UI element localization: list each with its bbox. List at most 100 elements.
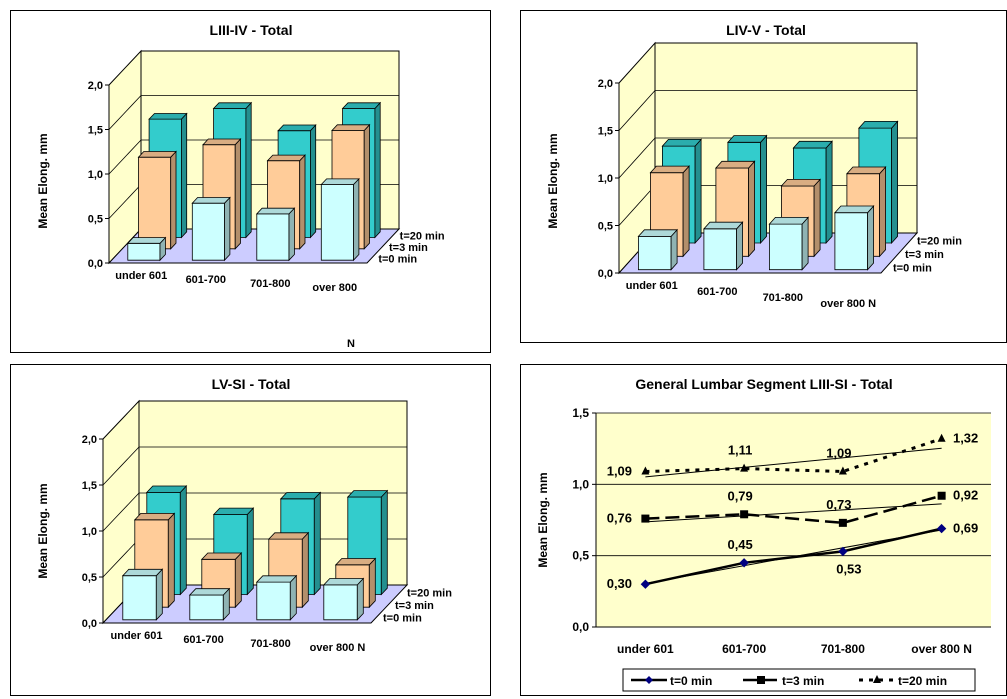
y-tick-label: 1,0 (598, 173, 613, 185)
bar-top (188, 588, 231, 596)
legend-label: t=20 min (898, 674, 947, 688)
data-label: 0,53 (836, 561, 861, 576)
legend-label: t=0 min (670, 674, 712, 688)
bar-front (191, 202, 225, 261)
y-tick-label: 0,5 (572, 549, 589, 563)
bar-front (189, 594, 224, 621)
series-depth-label: t=0 min (893, 262, 932, 274)
bar-side (368, 557, 376, 609)
chart-title: LIV-V - Total (726, 22, 806, 38)
y-tick-label: 2,0 (82, 434, 97, 446)
x-category-label: 601-700 (186, 274, 226, 286)
bar-top (202, 138, 242, 146)
data-point (740, 463, 749, 472)
data-label: 1,11 (728, 443, 753, 458)
bar-t-0-min-2 (255, 207, 296, 262)
bar-side (313, 491, 321, 596)
data-label: 1,32 (953, 431, 978, 446)
bar-front (122, 575, 157, 621)
chart-panel-liii-iv: LIII-IV - Total 0,0 0,5 1,0 1,5 2,0 Mean Elong… (10, 10, 491, 353)
chart-title: LV-SI - Total (212, 376, 291, 392)
data-point (641, 466, 650, 475)
y-tick-label: 0,5 (82, 572, 97, 584)
bar-t-0-min-3 (834, 204, 875, 271)
bar-t-0-min-1 (191, 196, 231, 262)
y-tick-label: 1,0 (82, 526, 97, 538)
bar-top (212, 507, 255, 515)
y-tick-label: 0,0 (598, 268, 613, 280)
data-point (838, 518, 847, 527)
bar-top (137, 151, 177, 158)
bar-side (682, 165, 690, 258)
x-category-label: under 601 (626, 280, 678, 292)
y-tick-label: 1,5 (82, 480, 97, 492)
bar-t-0-min-0 (121, 568, 164, 621)
bar-side (234, 551, 242, 609)
bar-front (834, 212, 869, 271)
x-category-label: 701-800 (250, 638, 290, 650)
bar-t-3-min-0 (137, 150, 177, 250)
series-depth-label: t=3 min (395, 600, 434, 612)
bar-side (167, 512, 175, 609)
bar-side (736, 221, 744, 271)
data-label: 0,30 (607, 576, 632, 591)
series-depth-label: t=20 min (917, 236, 962, 248)
bar-top (133, 512, 176, 521)
x-category-label: 601-700 (183, 634, 223, 646)
bar-side (879, 165, 887, 258)
data-point (937, 491, 946, 500)
data-point (838, 546, 848, 557)
bar-t-0-min-3 (320, 177, 360, 262)
bar-t-0-min-0 (637, 228, 679, 271)
chart-panel-general-lumbar: General Lumbar Segment LIII-SI - Total 0,… (520, 364, 1007, 696)
bar-t-0-min-1 (188, 587, 231, 621)
y-tick-label: 1,5 (598, 126, 613, 138)
data-point (641, 514, 650, 523)
bar-side (694, 138, 702, 245)
series-depth-label: t=3 min (905, 249, 944, 261)
bar-side (309, 123, 317, 239)
data-label: 0,79 (727, 488, 752, 503)
bar-side (224, 196, 231, 262)
chart-svg-general-lumbar: General Lumbar Segment LIII-SI - Total 0,… (536, 376, 991, 692)
bar-top (279, 492, 322, 500)
y-tick-label: 1,0 (572, 477, 589, 491)
data-label: 1,09 (826, 445, 851, 460)
y-axis-label: Mean Elong. mm (546, 133, 560, 228)
bar-top (846, 166, 887, 175)
bar-side (234, 137, 241, 250)
bar-side (299, 154, 306, 250)
bar-side (289, 574, 297, 621)
data-point (936, 523, 947, 534)
series-depth-label: t=20 min (407, 587, 452, 599)
bar-side (374, 101, 381, 239)
x-category-label: under 601 (115, 270, 167, 282)
bar-top (267, 532, 310, 540)
chart-title: LIII-IV - Total (210, 22, 293, 38)
legend-box (622, 668, 976, 692)
y-tick-label: 1,0 (88, 169, 103, 181)
legend-marker (757, 676, 765, 684)
bar-side (288, 207, 295, 262)
chart-svg-liv-v: LIV-V - Total 0,0 0,5 1,0 1,5 2,0 Mean Elong. … (546, 22, 962, 310)
bar-top (346, 490, 389, 498)
data-label: 0,92 (953, 488, 978, 503)
x-axis-label: N (347, 338, 355, 350)
bar-top (334, 558, 377, 566)
bar-front (256, 581, 291, 621)
series-depth-label: t=20 min (400, 231, 445, 243)
bar-side (760, 134, 768, 245)
bar-side (380, 489, 388, 596)
x-category-label: over 800 N (310, 642, 366, 654)
legend-marker (645, 676, 653, 684)
y-tick-label: 1,5 (88, 125, 103, 137)
bar-front (320, 184, 354, 261)
bar-top (255, 575, 298, 583)
bar-front (638, 235, 672, 271)
x-category-label: over 800 N (820, 298, 876, 310)
bar-t-0-min-2 (768, 216, 809, 271)
bar-side (891, 120, 899, 245)
bar-front (323, 584, 358, 621)
y-tick-label: 0,0 (88, 258, 103, 270)
series-depth-label: t=0 min (383, 613, 422, 625)
